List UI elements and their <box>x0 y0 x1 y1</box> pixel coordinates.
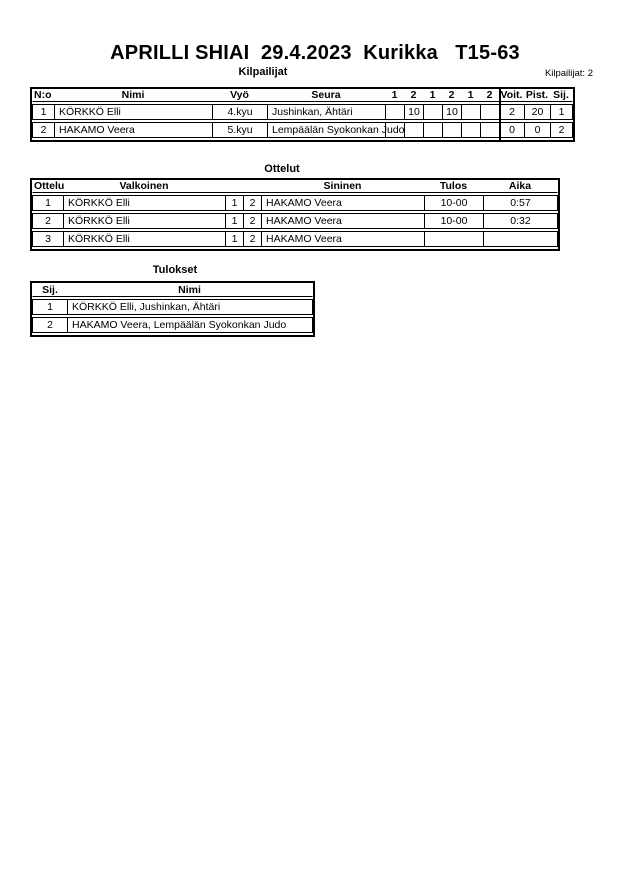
cell-name: KÖRKKÖ Elli, Jushinkan, Ähtäri <box>67 300 312 314</box>
header-name: Nimi <box>121 89 145 101</box>
cell-round-4 <box>442 123 461 137</box>
cell-blue-no: 2 <box>243 214 261 228</box>
cell-result: 10-00 <box>424 196 483 210</box>
result-row: 2 HAKAMO Veera, Lempäälän Syokonkan Judo <box>32 317 313 333</box>
header-result: Tulos <box>439 180 468 192</box>
cell-white: KÖRKKÖ Elli <box>63 196 225 210</box>
header-no: N:o <box>34 89 52 101</box>
cell-place: 1 <box>550 105 572 119</box>
cell-match: 3 <box>45 233 51 245</box>
header-round-1: 1 <box>391 89 398 101</box>
cell-no: 2 <box>40 124 47 136</box>
cell-white-no: 1 <box>225 232 243 246</box>
cell-time: 0:32 <box>483 214 557 228</box>
competitors-table: N:o Nimi Vyö Seura 1 2 1 2 1 2 Voit. Pis… <box>30 87 575 142</box>
competitor-count-label: Kilpailijat: 2 <box>544 68 593 79</box>
header-round-4: 2 <box>448 89 455 101</box>
cell-time <box>483 232 557 246</box>
cell-name: HAKAMO Veera, Lempäälän Syokonkan Judo <box>67 318 312 332</box>
cell-wins: 0 <box>499 123 524 137</box>
matches-table: Ottelu Valkoinen Sininen Tulos Aika 1 KÖ… <box>30 178 560 251</box>
cell-round-1 <box>385 105 404 119</box>
cell-name: HAKAMO Veera <box>54 123 212 137</box>
header-round-3: 1 <box>429 89 436 101</box>
cell-round-4: 10 <box>442 105 461 119</box>
results-section-title: Tulokset <box>152 264 198 276</box>
cell-name: KÖRKKÖ Elli <box>54 105 212 119</box>
header-white-no <box>225 180 243 192</box>
cell-club: Lempäälän Syokonkan Judo <box>267 123 405 137</box>
cell-match: 2 <box>45 215 51 227</box>
match-row: 1 KÖRKKÖ Elli 1 2 HAKAMO Veera 10-00 0:5… <box>32 195 558 211</box>
cell-place: 2 <box>47 319 53 331</box>
competitors-table-header: N:o Nimi Vyö Seura 1 2 1 2 1 2 Voit. Pis… <box>32 89 573 102</box>
cell-club: Jushinkan, Ähtäri <box>267 105 385 119</box>
header-round-5: 1 <box>467 89 474 101</box>
cell-blue: HAKAMO Veera <box>261 196 424 210</box>
cell-blue-no: 2 <box>243 196 261 210</box>
header-time: Aika <box>508 180 532 192</box>
cell-blue: HAKAMO Veera <box>261 232 424 246</box>
cell-round-3 <box>423 105 442 119</box>
header-place: Sij. <box>42 283 58 296</box>
cell-blue: HAKAMO Veera <box>261 214 424 228</box>
cell-result: 10-00 <box>424 214 483 228</box>
cell-round-2 <box>404 123 423 137</box>
cell-white: KÖRKKÖ Elli <box>63 214 225 228</box>
cell-white-no: 1 <box>225 214 243 228</box>
header-points: Pist. <box>525 89 549 101</box>
cell-round-2: 10 <box>404 105 423 119</box>
competitor-row: 2 HAKAMO Veera 5.kyu Lempäälän Syokonkan… <box>32 122 573 138</box>
header-match: Ottelu <box>34 180 65 192</box>
competitor-row: 1 KÖRKKÖ Elli 4.kyu Jushinkan, Ähtäri 10… <box>32 104 573 120</box>
matches-table-header: Ottelu Valkoinen Sininen Tulos Aika <box>32 180 558 193</box>
cell-belt: 5.kyu <box>212 123 267 137</box>
result-row: 1 KÖRKKÖ Elli, Jushinkan, Ähtäri <box>32 299 313 315</box>
cell-white-no: 1 <box>225 196 243 210</box>
cell-round-5 <box>461 105 480 119</box>
header-blue: Sininen <box>323 180 362 192</box>
cell-blue-no: 2 <box>243 232 261 246</box>
cell-round-6 <box>480 123 499 137</box>
results-section-divider-line <box>499 89 501 140</box>
cell-no: 1 <box>40 106 47 118</box>
competitors-section-title: Kilpailijat <box>238 66 288 78</box>
cell-belt: 4.kyu <box>212 105 267 119</box>
cell-white: KÖRKKÖ Elli <box>63 232 225 246</box>
header-name: Nimi <box>178 283 201 296</box>
header-blue-no <box>243 180 261 192</box>
cell-place: 2 <box>550 123 572 137</box>
header-club: Seura <box>311 89 341 101</box>
header-round-2: 2 <box>410 89 417 101</box>
cell-match: 1 <box>45 197 51 209</box>
cell-points: 20 <box>524 105 550 119</box>
matches-section-title: Ottelut <box>264 163 300 175</box>
match-row: 3 KÖRKKÖ Elli 1 2 HAKAMO Veera <box>32 231 558 247</box>
cell-round-6 <box>480 105 499 119</box>
page-title: APRILLI SHIAI 29.4.2023 Kurikka T15-63 <box>110 42 520 64</box>
cell-round-3 <box>423 123 442 137</box>
header-wins: Voit. <box>500 89 523 101</box>
cell-points: 0 <box>524 123 550 137</box>
header-white: Valkoinen <box>119 180 169 192</box>
cell-time: 0:57 <box>483 196 557 210</box>
cell-place: 1 <box>47 301 53 313</box>
header-round-6: 2 <box>486 89 493 101</box>
results-table: Sij. Nimi 1 KÖRKKÖ Elli, Jushinkan, Ähtä… <box>30 281 315 337</box>
header-place: Sij. <box>553 89 569 101</box>
cell-round-1 <box>385 123 404 137</box>
results-table-header: Sij. Nimi <box>32 283 313 297</box>
header-belt: Vyö <box>230 89 249 101</box>
cell-result <box>424 232 483 246</box>
match-row: 2 KÖRKKÖ Elli 1 2 HAKAMO Veera 10-00 0:3… <box>32 213 558 229</box>
cell-round-5 <box>461 123 480 137</box>
cell-wins: 2 <box>499 105 524 119</box>
